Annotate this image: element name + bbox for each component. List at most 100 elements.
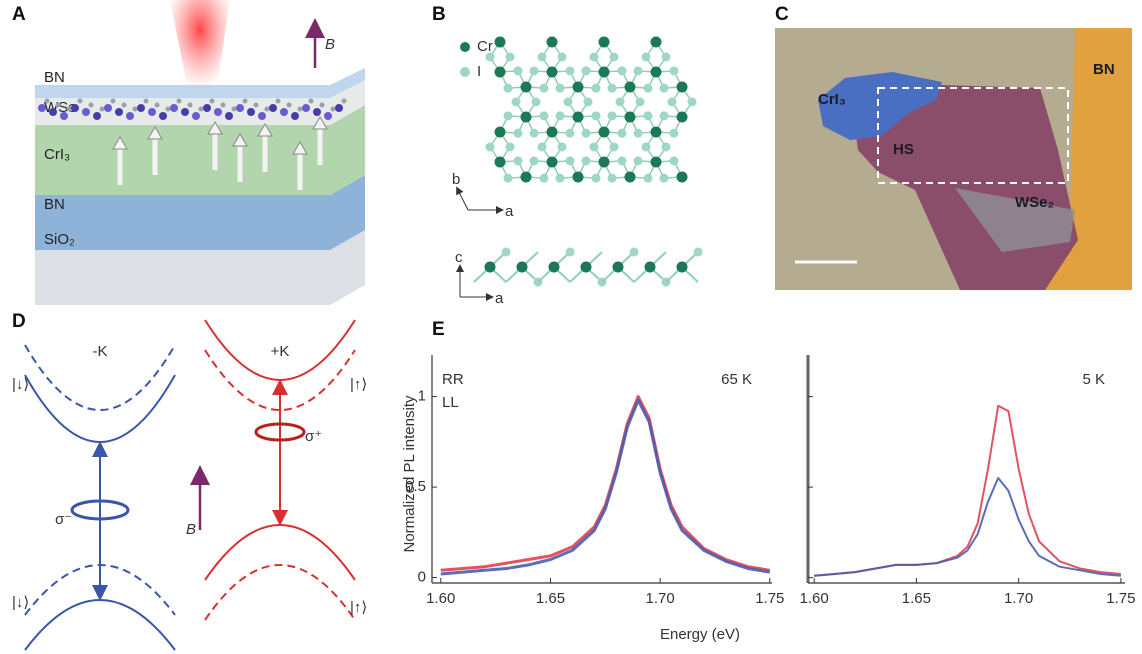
atom <box>126 112 134 120</box>
chromium-atom <box>651 37 662 48</box>
x-axis-label: Energy (eV) <box>660 626 740 643</box>
atom <box>342 99 347 104</box>
iodine-atom <box>514 66 523 75</box>
chromium-atom <box>495 67 506 78</box>
atom <box>309 99 314 104</box>
atom <box>144 99 149 104</box>
chromium-atom <box>573 82 584 93</box>
layer-label: SiO₂ <box>44 231 75 248</box>
chromium-atom <box>485 262 496 273</box>
legend-label: LL <box>442 394 459 411</box>
atom <box>122 103 127 108</box>
legend-marker <box>460 42 470 52</box>
iodine-atom <box>514 129 523 138</box>
iodine-atom <box>590 53 599 62</box>
iodine-atom <box>634 66 643 75</box>
iodine-atom <box>556 111 565 120</box>
atom <box>335 104 343 112</box>
x-tick-label: 1.60 <box>426 590 455 607</box>
iodine-atom <box>558 53 567 62</box>
atom <box>243 99 248 104</box>
axis-label: a <box>495 290 504 307</box>
iodine-atom <box>502 248 511 257</box>
layer-label: BN <box>44 69 65 86</box>
iodine-atom <box>584 98 593 107</box>
chromium-atom <box>573 172 584 183</box>
iodine-atom <box>556 84 565 93</box>
atom <box>188 103 193 108</box>
iodine-atom <box>512 98 521 107</box>
iodine-atom <box>630 248 639 257</box>
atom <box>269 104 277 112</box>
atom <box>60 112 68 120</box>
region-label: CrI₃ <box>818 91 846 108</box>
band <box>205 525 355 580</box>
iodine-atom <box>592 111 601 120</box>
iodine-atom <box>532 98 541 107</box>
atom <box>258 112 266 120</box>
atom <box>111 99 116 104</box>
atom <box>291 112 299 120</box>
atom <box>199 107 204 112</box>
atom <box>137 104 145 112</box>
iodine-atom <box>644 111 653 120</box>
region-label: BN <box>1093 61 1115 78</box>
iodine-atom <box>540 174 549 183</box>
iodine-atom <box>608 84 617 93</box>
iodine-atom <box>566 129 575 138</box>
panel-c: C CrI₃ BN HS WSe₂ <box>775 4 1132 290</box>
iodine-atom <box>642 53 651 62</box>
chromium-atom <box>651 157 662 168</box>
iodine-atom <box>504 111 513 120</box>
iodine-atom <box>566 248 575 257</box>
iodine-atom <box>486 143 495 152</box>
y-tick-label: 1 <box>418 388 426 405</box>
valley-label: +K <box>271 343 290 360</box>
iodine-atom <box>592 84 601 93</box>
iodine-atom <box>608 111 617 120</box>
atom <box>276 99 281 104</box>
polarization-label: σ⁺ <box>305 428 322 445</box>
chromium-atom <box>613 262 624 273</box>
atom <box>210 99 215 104</box>
iodine-atom <box>530 156 539 165</box>
panel-letter: B <box>432 4 446 25</box>
polarization-label: σ⁻ <box>55 511 72 528</box>
iodine-atom <box>642 143 651 152</box>
atom <box>232 107 237 112</box>
iodine-atom <box>694 248 703 257</box>
iodine-atom <box>688 98 697 107</box>
iodine-atom <box>582 129 591 138</box>
chromium-atom <box>573 112 584 123</box>
x-tick-label: 1.60 <box>800 590 829 607</box>
chromium-atom <box>625 112 636 123</box>
iodine-atom <box>618 156 627 165</box>
iodine-atom <box>616 98 625 107</box>
iodine-atom <box>538 53 547 62</box>
chromium-atom <box>625 172 636 183</box>
iodine-atom <box>558 143 567 152</box>
iodine-atom <box>506 53 515 62</box>
panel-letter: D <box>12 311 26 332</box>
layer-label: CrI₃ <box>44 146 70 163</box>
iodine-atom <box>590 143 599 152</box>
axis-label: c <box>455 249 463 266</box>
iodine-atom <box>670 66 679 75</box>
chromium-atom <box>549 262 560 273</box>
atom <box>45 99 50 104</box>
iodine-atom <box>530 129 539 138</box>
iodine-atom <box>668 98 677 107</box>
atom <box>82 108 90 116</box>
chromium-atom <box>495 127 506 138</box>
atom <box>302 104 310 112</box>
iodine-atom <box>660 84 669 93</box>
iodine-atom <box>636 98 645 107</box>
chromium-atom <box>495 37 506 48</box>
iodine-atom <box>486 53 495 62</box>
atom <box>313 108 321 116</box>
atom <box>133 107 138 112</box>
iodine-atom <box>618 66 627 75</box>
iodine-atom <box>662 53 671 62</box>
atom <box>254 103 259 108</box>
chromium-atom <box>599 37 610 48</box>
